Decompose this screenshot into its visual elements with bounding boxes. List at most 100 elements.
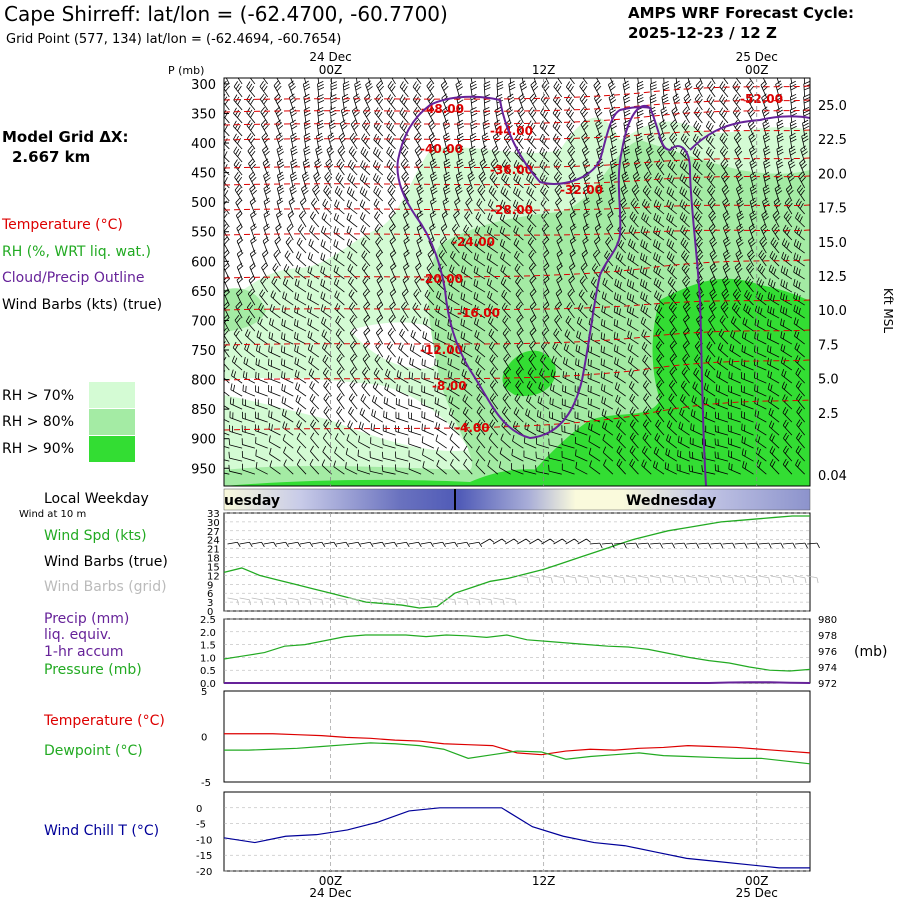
- barb-flag: [224, 70, 230, 75]
- barb-flag: [520, 99, 526, 104]
- barb-flag: [710, 98, 715, 105]
- barb-flag: [761, 106, 768, 111]
- barb-flag: [749, 98, 755, 105]
- barb-flag: [557, 85, 562, 92]
- barb-flag: [749, 85, 755, 92]
- barb-flag: [349, 132, 355, 139]
- barb-shaft: [413, 124, 422, 137]
- barb-shaft: [387, 99, 396, 111]
- wind-barb: [566, 120, 575, 137]
- barb-flag: [552, 94, 557, 101]
- barb-flag: [733, 71, 739, 76]
- barb-flag: [224, 96, 228, 103]
- barb-flag: [377, 125, 382, 131]
- barb-flag: [427, 71, 433, 76]
- barb-flag: [687, 71, 693, 74]
- barb-shaft: [233, 126, 243, 137]
- barb-shaft: [761, 110, 767, 124]
- barb-flag: [746, 93, 752, 99]
- barb-flag: [470, 71, 476, 74]
- barb-flag: [802, 122, 809, 127]
- barb-flag: [710, 125, 714, 132]
- barb-flag: [399, 94, 404, 101]
- barb-flag: [303, 83, 310, 88]
- barb-flag: [443, 132, 450, 137]
- barb-flag: [425, 68, 431, 73]
- wind-barb: [516, 119, 524, 137]
- barb-flag: [682, 106, 688, 113]
- barb-flag: [540, 107, 545, 114]
- barb-flag: [353, 93, 359, 98]
- barb-flag: [509, 83, 516, 88]
- barb-flag: [636, 122, 643, 127]
- barb-flag: [414, 83, 419, 90]
- barb-flag: [521, 86, 527, 91]
- barb-flag: [750, 111, 755, 118]
- barb-flag: [622, 80, 629, 85]
- barb-flag: [235, 83, 240, 90]
- barb-flag: [288, 80, 294, 86]
- barb-flag: [694, 93, 700, 100]
- barb-flag: [696, 96, 701, 102]
- barb-flag: [399, 81, 404, 88]
- wind-barb: [684, 80, 693, 98]
- barb-flag: [415, 122, 420, 128]
- wind-barb: [412, 78, 422, 85]
- barb-flag: [681, 120, 686, 126]
- barb-flag: [623, 74, 629, 77]
- barb-flag: [429, 85, 435, 92]
- barb-flag: [290, 109, 297, 114]
- barb-flag: [687, 74, 693, 77]
- barb-flag: [484, 84, 491, 88]
- barb-flag: [579, 93, 585, 100]
- barb-flag: [429, 78, 435, 79]
- barb-flag: [368, 74, 374, 77]
- barb-flag: [671, 122, 677, 128]
- barb-flag: [637, 112, 644, 117]
- wind-barb: [803, 94, 810, 110]
- barb-flag: [237, 98, 242, 105]
- barb-shaft: [659, 123, 665, 137]
- barb-flag: [543, 83, 548, 89]
- barb-flag: [290, 119, 296, 124]
- wind-barb: [259, 78, 269, 85]
- barb-shaft: [526, 139, 537, 150]
- barb-flag: [355, 83, 361, 88]
- grid-point-subtitle: Grid Point (577, 134) lat/lon = (-62.469…: [6, 32, 342, 47]
- barb-flag: [276, 85, 282, 92]
- barb-flag: [750, 124, 756, 130]
- wind-barb: [233, 133, 243, 150]
- barb-flag: [354, 99, 361, 104]
- barb-flag: [592, 68, 598, 73]
- barb-shaft: [566, 78, 575, 85]
- barb-flag: [317, 138, 324, 143]
- barb-flag: [428, 109, 434, 115]
- wind-barb: [580, 119, 589, 137]
- barb-flag: [441, 93, 447, 99]
- barb-shaft: [260, 124, 269, 137]
- wind-barb: [732, 71, 742, 85]
- barb-shaft: [579, 86, 588, 98]
- barb-flag: [719, 68, 725, 73]
- wind-barb: [316, 119, 324, 137]
- wind-barb: [636, 81, 644, 97]
- barb-flag: [519, 124, 524, 131]
- wind-barb: [672, 93, 681, 111]
- barb-flag: [580, 119, 586, 125]
- barb-flag: [470, 135, 477, 140]
- barb-flag: [401, 71, 407, 76]
- barb-flag: [594, 71, 600, 76]
- barb-flag: [224, 125, 228, 132]
- barb-flag: [790, 71, 796, 74]
- barb-flag: [495, 106, 502, 111]
- barb-shaft: [732, 86, 742, 98]
- barb-flag: [776, 73, 782, 77]
- barb-flag: [378, 98, 384, 105]
- barb-shaft: [608, 97, 614, 111]
- barb-flag: [515, 133, 520, 139]
- barb-flag: [277, 111, 283, 117]
- wind-barb: [520, 78, 524, 84]
- barb-flag: [507, 93, 514, 98]
- barb-flag: [695, 80, 701, 86]
- barb-flag: [526, 133, 531, 140]
